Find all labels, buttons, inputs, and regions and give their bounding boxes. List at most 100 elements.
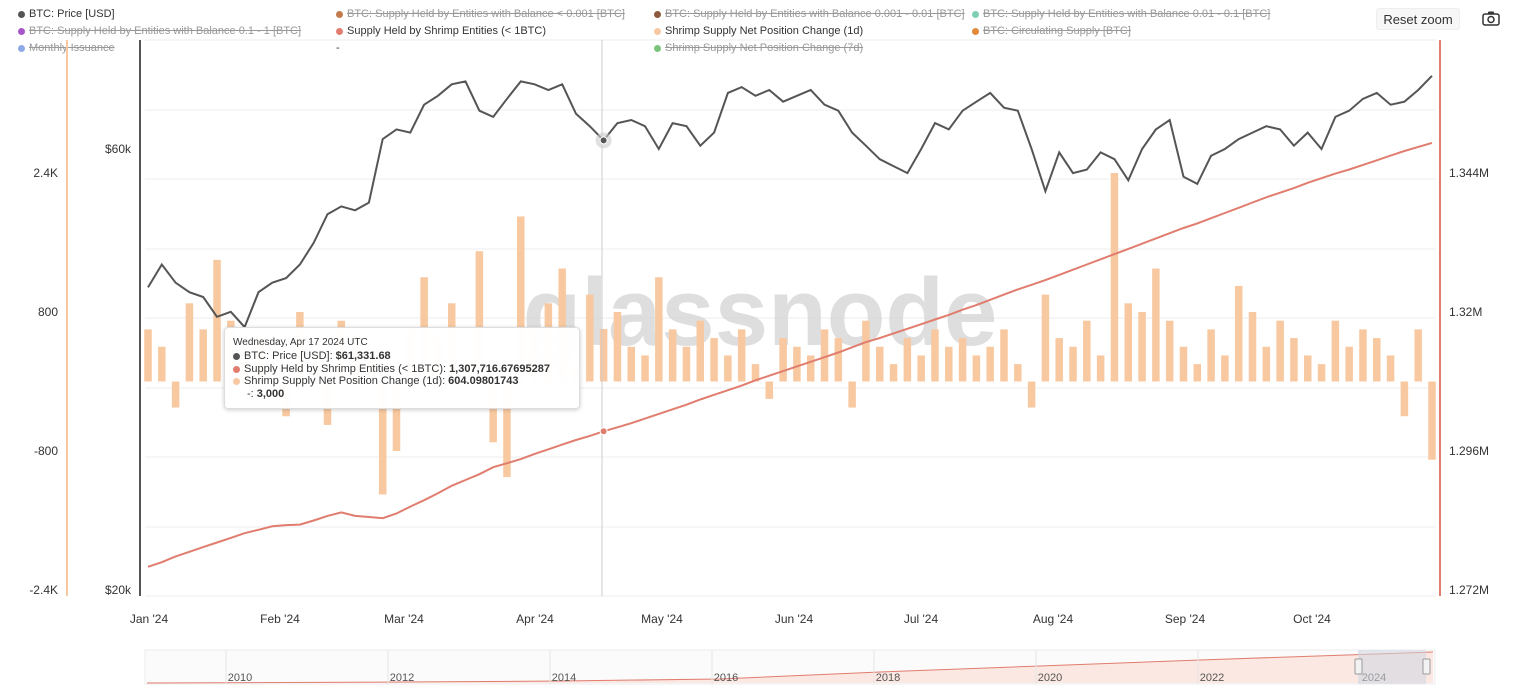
supply-axis-tick: 1.296M — [1449, 444, 1489, 458]
change-bar — [475, 251, 484, 382]
navigator-handle[interactable] — [1422, 658, 1431, 675]
tooltip-label: Supply Held by Shrimp Entities (< 1BTC): — [244, 363, 447, 375]
supply-axis-tick: 1.344M — [1449, 166, 1489, 180]
change-axis-tick: -800 — [34, 444, 58, 458]
navigator-year: 2012 — [390, 672, 414, 684]
change-bar — [848, 381, 856, 408]
change-bar — [613, 312, 622, 382]
tooltip-value: $61,331.68 — [335, 350, 391, 362]
x-axis-tick: Jan '24 — [130, 612, 169, 626]
change-bar — [751, 364, 760, 382]
tooltip-label: BTC: Price [USD]: — [244, 350, 333, 362]
supply-line — [147, 141, 1433, 568]
navigator-handle[interactable] — [1354, 658, 1363, 675]
change-bar — [1373, 338, 1381, 382]
legend-label: BTC: Supply Held by Entities with Balanc… — [983, 8, 1271, 20]
tooltip-dot — [233, 365, 240, 373]
change-bar — [378, 381, 387, 495]
x-axis-tick: Jun '24 — [775, 612, 814, 626]
tooltip-dot — [233, 377, 240, 385]
navigator-year: 2022 — [1200, 672, 1224, 684]
navigator-selection[interactable] — [1358, 650, 1426, 684]
change-axis-tick: 2.4K — [33, 166, 58, 180]
legend-marker — [336, 10, 343, 18]
change-bar — [806, 355, 815, 382]
change-axis-tick: -2.4K — [29, 583, 58, 597]
legend-label: Shrimp Supply Net Position Change (1d) — [665, 25, 864, 37]
legend-item[interactable]: Supply Held by Shrimp Entities (< 1BTC) — [336, 25, 546, 37]
legend-label: BTC: Price [USD] — [29, 8, 115, 20]
change-bar — [185, 303, 194, 382]
change-bar — [1193, 364, 1202, 382]
change-bar — [641, 355, 649, 382]
tooltip-dot — [233, 352, 240, 360]
tooltip-value: 3,000 — [256, 388, 285, 400]
supply-marker — [599, 427, 608, 436]
legend-item[interactable]: BTC: Supply Held by Entities with Balanc… — [972, 8, 1270, 20]
legend-item[interactable]: Shrimp Supply Net Position Change (1d) — [654, 25, 863, 37]
change-bar — [972, 355, 981, 382]
navigator-year: 2014 — [552, 672, 576, 684]
change-bar — [1221, 355, 1229, 382]
change-bar — [1359, 329, 1367, 382]
supply-axis-tick: 1.32M — [1449, 305, 1482, 319]
legend-marker — [336, 27, 343, 35]
change-bar — [1207, 329, 1215, 382]
change-bar — [737, 329, 746, 382]
change-bar — [392, 381, 401, 451]
legend-item[interactable]: BTC: Supply Held by Entities with Balanc… — [654, 8, 965, 20]
reset-zoom-button[interactable]: Reset zoom — [1376, 8, 1460, 30]
change-bar — [171, 381, 180, 408]
legend-item[interactable]: BTC: Supply Held by Entities with Balanc… — [336, 8, 625, 20]
navigator-year: 2020 — [1038, 672, 1062, 684]
change-bar — [710, 338, 718, 382]
legend-item[interactable]: BTC: Circulating Supply [BTC] — [972, 25, 1131, 37]
change-bar — [1152, 268, 1160, 382]
change-bar — [1317, 364, 1326, 382]
legend-marker — [18, 10, 25, 18]
change-bar — [765, 381, 774, 399]
legend-item[interactable]: BTC: Price [USD] — [18, 8, 115, 20]
change-bar — [1165, 320, 1174, 382]
legend-marker — [654, 27, 661, 35]
hover-markers — [595, 132, 612, 436]
x-axis-tick: Feb '24 — [260, 612, 300, 626]
change-bar — [586, 294, 594, 382]
price-marker — [599, 136, 608, 145]
legend-label: Shrimp Supply Net Position Change (7d) — [665, 42, 864, 54]
change-bar — [682, 346, 691, 382]
change-bar — [199, 329, 207, 382]
change-bar — [503, 381, 511, 478]
tooltip-date: Wednesday, Apr 17 2024 UTC — [233, 337, 368, 348]
change-bar — [945, 346, 953, 382]
change-bar — [1234, 285, 1243, 382]
tooltip-label: -: — [247, 388, 254, 400]
legend-item[interactable]: - — [336, 42, 340, 54]
change-bar — [1014, 364, 1022, 382]
price-series — [147, 75, 1433, 329]
legend-label: Supply Held by Shrimp Entities (< 1BTC) — [347, 25, 546, 37]
legend-item[interactable]: Monthly Issuance — [18, 42, 115, 54]
x-axis-tick: Sep '24 — [1165, 612, 1206, 626]
navigator-year: 2010 — [228, 672, 252, 684]
change-bar — [1083, 320, 1091, 382]
legend-item[interactable]: BTC: Supply Held by Entities with Balanc… — [18, 25, 301, 37]
navigator-year: 2018 — [876, 672, 900, 684]
camera-icon[interactable] — [1482, 10, 1500, 26]
change-bar — [599, 329, 608, 382]
legend-item[interactable]: Shrimp Supply Net Position Change (7d) — [654, 42, 863, 54]
change-bar — [1386, 355, 1395, 382]
change-bar — [1055, 338, 1063, 382]
tooltip-row-price: BTC: Price [USD]: $61,331.68 — [233, 350, 391, 362]
change-bar — [1400, 381, 1409, 417]
price-line — [147, 75, 1433, 329]
x-axis-ticks: Jan '24 Feb '24 Mar '24 Apr '24 May '24 Jun '… — [130, 612, 1331, 626]
change-bar — [655, 277, 663, 382]
change-bar — [489, 381, 497, 443]
price-axis-tick: $20k — [105, 583, 132, 597]
change-bar — [1041, 294, 1050, 382]
chart-gridlines — [145, 39, 1436, 597]
change-bar — [834, 338, 843, 382]
change-bar — [779, 338, 787, 382]
